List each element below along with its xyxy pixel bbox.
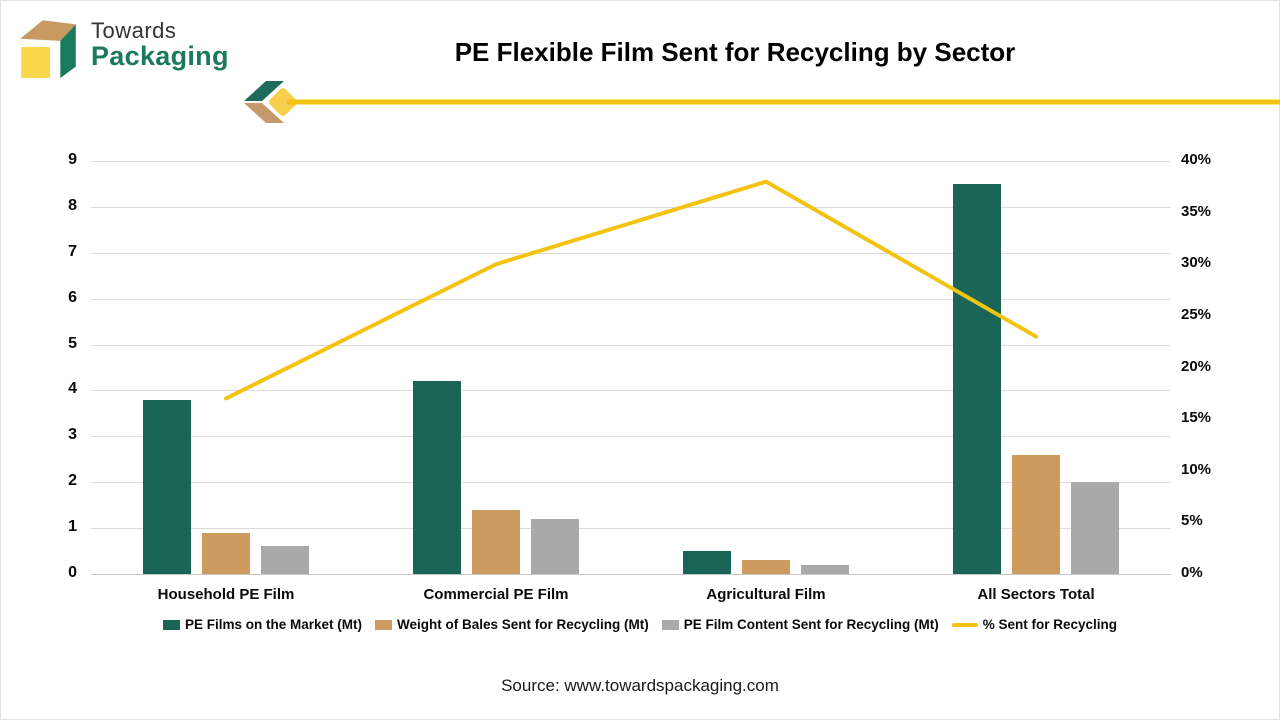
gridline	[91, 390, 1171, 392]
divider-arrow-icon	[244, 81, 1280, 123]
bar-weight-of-bales-sent-for-recycling-mt-2	[472, 509, 520, 574]
right-axis-tick: 5%	[1181, 512, 1203, 530]
bar-weight-of-bales-sent-for-recycling-mt-3	[742, 560, 790, 574]
left-axis-tick: 2	[68, 472, 77, 490]
bar-pe-film-content-sent-for-recycling-mt-3	[801, 564, 849, 574]
legend-bar-swatch	[374, 619, 392, 630]
legend-label: PE Films on the Market (Mt)	[184, 617, 362, 632]
left-axis-tick: 8	[68, 196, 77, 214]
right-axis-tick: 30%	[1181, 254, 1212, 272]
left-axis-tick: 6	[68, 288, 77, 306]
chart-legend: PE Films on the Market (Mt) Weight of Bal…	[1, 617, 1279, 632]
right-axis-tick: 40%	[1181, 151, 1212, 168]
right-axis-tick: 20%	[1181, 357, 1212, 375]
left-axis-tick: 0	[68, 564, 77, 581]
bar-weight-of-bales-sent-for-recycling-mt-1	[202, 532, 250, 574]
left-axis-tick: 5	[68, 334, 77, 352]
category-label-4: All Sectors Total	[977, 586, 1095, 603]
right-axis-tick: 10%	[1181, 460, 1212, 478]
brand-packaging: Packaging	[91, 41, 229, 72]
brand-name: Towards Packaging	[91, 18, 229, 72]
cube-logo-icon	[20, 20, 76, 78]
gridline	[91, 574, 1171, 575]
gridline	[91, 528, 1171, 530]
bar-pe-films-on-the-market-mt-4	[953, 183, 1001, 574]
legend-label: PE Film Content Sent for Recycling (Mt)	[683, 617, 939, 632]
page-title: PE Flexible Film Sent for Recycling by S…	[454, 37, 1016, 67]
gridline	[91, 298, 1171, 300]
left-axis-tick: 4	[68, 380, 77, 398]
right-axis-tick: 15%	[1181, 409, 1212, 427]
right-axis-tick: 35%	[1181, 202, 1212, 220]
gridline	[91, 344, 1171, 346]
left-axis-tick: 1	[68, 518, 77, 536]
category-label-3: Agricultural Film	[706, 586, 826, 603]
legend-line-swatch	[951, 622, 978, 627]
category-label-1: Household PE Film	[157, 586, 295, 603]
legend-label: Weight of Bales Sent for Recycling (Mt)	[396, 617, 649, 632]
right-axis-tick: 25%	[1181, 305, 1212, 323]
bar-pe-film-content-sent-for-recycling-mt-2	[531, 518, 579, 574]
bar-pe-films-on-the-market-mt-3	[683, 551, 731, 574]
gridline	[91, 206, 1171, 208]
gridline	[91, 436, 1171, 438]
bar-pe-films-on-the-market-mt-1	[143, 399, 191, 574]
percent-line	[224, 179, 1038, 401]
legend-label: % Sent for Recycling	[982, 617, 1118, 632]
legend-bar-swatch	[162, 619, 180, 630]
left-axis-tick: 7	[68, 242, 77, 260]
legend-item-3: PE Film Content Sent for Recycling (Mt)	[661, 617, 939, 632]
bar-weight-of-bales-sent-for-recycling-mt-4	[1012, 454, 1060, 574]
legend-item-4: % Sent for Recycling	[951, 617, 1118, 632]
gridline	[91, 161, 1171, 162]
gridline	[91, 482, 1171, 484]
left-axis-tick: 3	[68, 426, 77, 444]
gridline	[91, 252, 1171, 254]
category-label-2: Commercial PE Film	[423, 586, 569, 603]
brand-logo: Towards Packaging	[15, 11, 229, 81]
bar-pe-film-content-sent-for-recycling-mt-4	[1071, 482, 1119, 574]
right-axis-tick: 0%	[1181, 564, 1203, 581]
bar-pe-film-content-sent-for-recycling-mt-1	[261, 546, 309, 574]
brand-towards: Towards	[91, 18, 177, 43]
legend-bar-swatch	[661, 619, 679, 630]
left-axis-tick: 9	[68, 151, 77, 168]
source-text: Source: www.towardspackaging.com	[501, 676, 779, 695]
legend-item-2: Weight of Bales Sent for Recycling (Mt)	[374, 617, 649, 632]
bar-pe-films-on-the-market-mt-2	[413, 381, 461, 574]
legend-item-1: PE Films on the Market (Mt)	[162, 617, 362, 632]
